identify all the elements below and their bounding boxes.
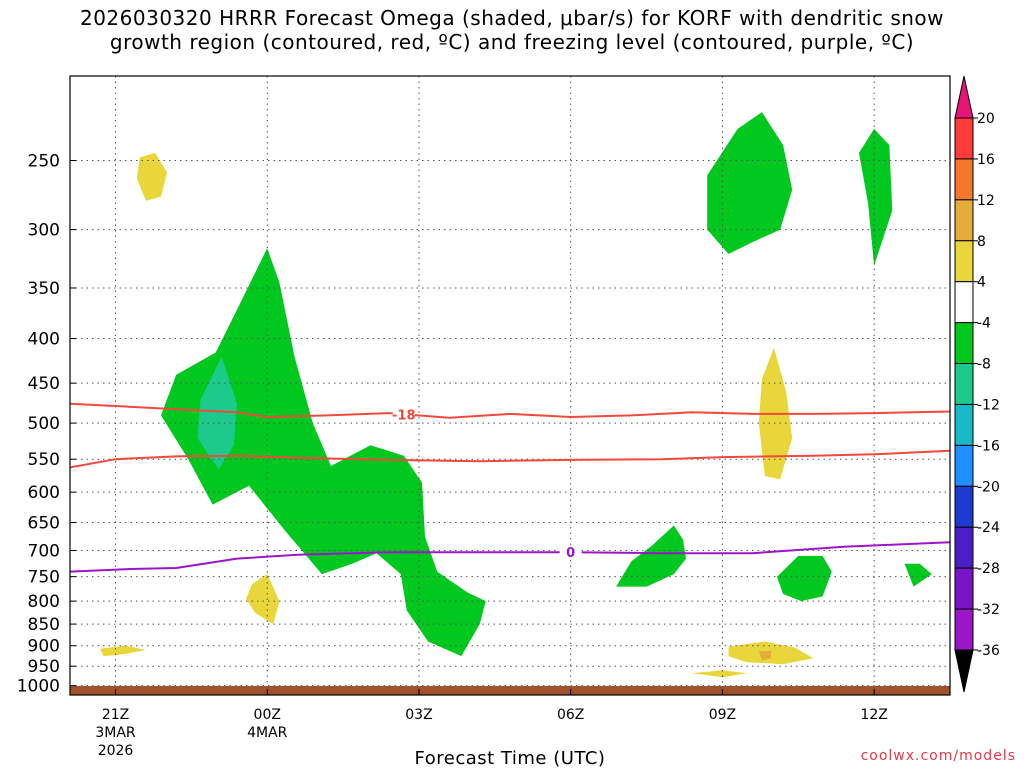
colorbar-swatch-8: [954, 444, 974, 487]
omega-region-5: [246, 574, 280, 625]
omega-region-20: [777, 555, 832, 602]
colorbar-label-4: 4: [977, 275, 986, 291]
y-tick-label-350: 350: [28, 279, 60, 299]
colorbar-swatch-3: [954, 240, 974, 283]
y-tick-label-900: 900: [28, 637, 60, 657]
omega-region-1: [136, 152, 168, 201]
colorbar-swatch-12: [954, 608, 974, 651]
omega-region-7: [337, 624, 371, 675]
colorbar-label-1: 16: [977, 152, 995, 168]
chart-title-line-1: 2026030320 HRRR Forecast Omega (shaded, …: [79, 6, 945, 30]
y-tick-label-950: 950: [28, 657, 60, 677]
y-tick-label-300: 300: [28, 221, 60, 241]
colorbar-label-9: -20: [977, 479, 1000, 495]
contour-dendritic-bottom: [70, 449, 950, 469]
colorbar-swatch-4: [954, 281, 974, 324]
omega-region-21: [904, 563, 932, 587]
omega-region-22: [904, 628, 950, 648]
y-tick-label-850: 850: [28, 615, 60, 635]
colorbar-label-11: -28: [977, 561, 1000, 577]
x-tick-label-03Z: 03Z: [405, 707, 432, 723]
credit-link[interactable]: coolwx.com/models: [861, 748, 1016, 764]
colorbar-label-6: -8: [977, 357, 991, 373]
y-tick-label-800: 800: [28, 592, 60, 612]
colorbar-swatch-7: [954, 403, 974, 446]
x-tick-year: 2026: [98, 743, 134, 759]
chart-title: 2026030320 HRRR Forecast Omega (shaded, …: [0, 6, 1024, 54]
contour-label-dendritic-top: -18: [392, 408, 416, 423]
colorbar-swatch-5: [954, 322, 974, 365]
omega-region-6: [100, 645, 146, 657]
temperature-contours: -18 0: [70, 402, 950, 573]
omega-region-19: [616, 525, 686, 587]
x-tick-label-21Z: 21Z: [102, 707, 129, 723]
y-tick-label-500: 500: [28, 414, 60, 434]
contour-label-bg: [392, 407, 415, 422]
chart-title-line-2: growth region (contoured, red, ºC) and f…: [109, 30, 915, 54]
omega-region-16: [840, 182, 950, 520]
plot-grid: [70, 76, 950, 695]
colorbar-label-8: -16: [977, 438, 1000, 454]
colorbar-label-13: -36: [977, 643, 1000, 659]
colorbar: 20 16 12 8 4 -4 -8 -12 -16 -20 -24 -28 -32 -36: [954, 75, 1000, 693]
x-tick-date: 3MAR: [95, 725, 136, 741]
contour-label-bg: [559, 545, 582, 560]
contour-label-freezing-level: 0: [566, 546, 575, 561]
x-tick-label-06Z: 06Z: [557, 707, 584, 723]
colorbar-label-10: -24: [977, 520, 1000, 536]
x-tick-label-12Z: 12Z: [860, 707, 887, 723]
y-tick-label-550: 550: [28, 450, 60, 470]
plot-frame: [69, 75, 951, 696]
omega-region-8: [449, 85, 547, 420]
colorbar-swatch-1: [954, 158, 974, 201]
y-tick-label-650: 650: [28, 513, 60, 533]
colorbar-top-arrow: [954, 75, 974, 119]
omega-region-2: [161, 248, 486, 657]
colorbar-swatch-2: [954, 199, 974, 242]
colorbar-swatch-11: [954, 567, 974, 610]
colorbar-swatch-0: [954, 117, 974, 160]
y-tick-label-700: 700: [28, 542, 60, 562]
ground-strip: [70, 686, 950, 695]
x-tick-date: 4MAR: [247, 725, 288, 741]
x-axis-label: Forecast Time (UTC): [415, 748, 606, 768]
colorbar-label-0: 20: [977, 111, 995, 127]
colorbar-label-12: -32: [977, 602, 1000, 618]
colorbar-label-2: 12: [977, 193, 995, 209]
omega-region-4: [76, 539, 304, 677]
pressure-axis: 2503003504004505005506006507007508008509…: [17, 152, 76, 697]
y-tick-label-750: 750: [28, 568, 60, 588]
omega-region-14: [707, 112, 793, 254]
omega-region-13: [692, 670, 747, 678]
omega-region-12: [758, 650, 771, 661]
y-tick-label-450: 450: [28, 374, 60, 394]
contour-freezing-level: [70, 541, 950, 573]
time-axis: 21Z 3MAR 2026 00Z 4MAR 03Z 06Z 09Z 12Z: [95, 689, 888, 759]
y-tick-label-1000: 1000: [17, 677, 60, 697]
y-tick-label-250: 250: [28, 152, 60, 172]
y-tick-label-400: 400: [28, 330, 60, 350]
colorbar-swatch-6: [954, 363, 974, 405]
contour-dendritic-top: [70, 402, 950, 419]
colorbar-label-5: -4: [977, 316, 991, 332]
colorbar-label-7: -12: [977, 397, 1000, 413]
colorbar-bottom-arrow: [954, 649, 974, 693]
y-tick-label-600: 600: [28, 483, 60, 503]
colorbar-swatch-9: [954, 485, 974, 528]
omega-region-3: [197, 357, 237, 470]
x-tick-label-00Z: 00Z: [254, 707, 281, 723]
colorbar-swatch-10: [954, 526, 974, 569]
colorbar-label-3: 8: [977, 234, 986, 250]
omega-shaded-regions: [76, 85, 950, 682]
omega-region-9: [616, 223, 647, 309]
x-tick-label-09Z: 09Z: [709, 707, 736, 723]
omega-region-15: [859, 128, 893, 266]
